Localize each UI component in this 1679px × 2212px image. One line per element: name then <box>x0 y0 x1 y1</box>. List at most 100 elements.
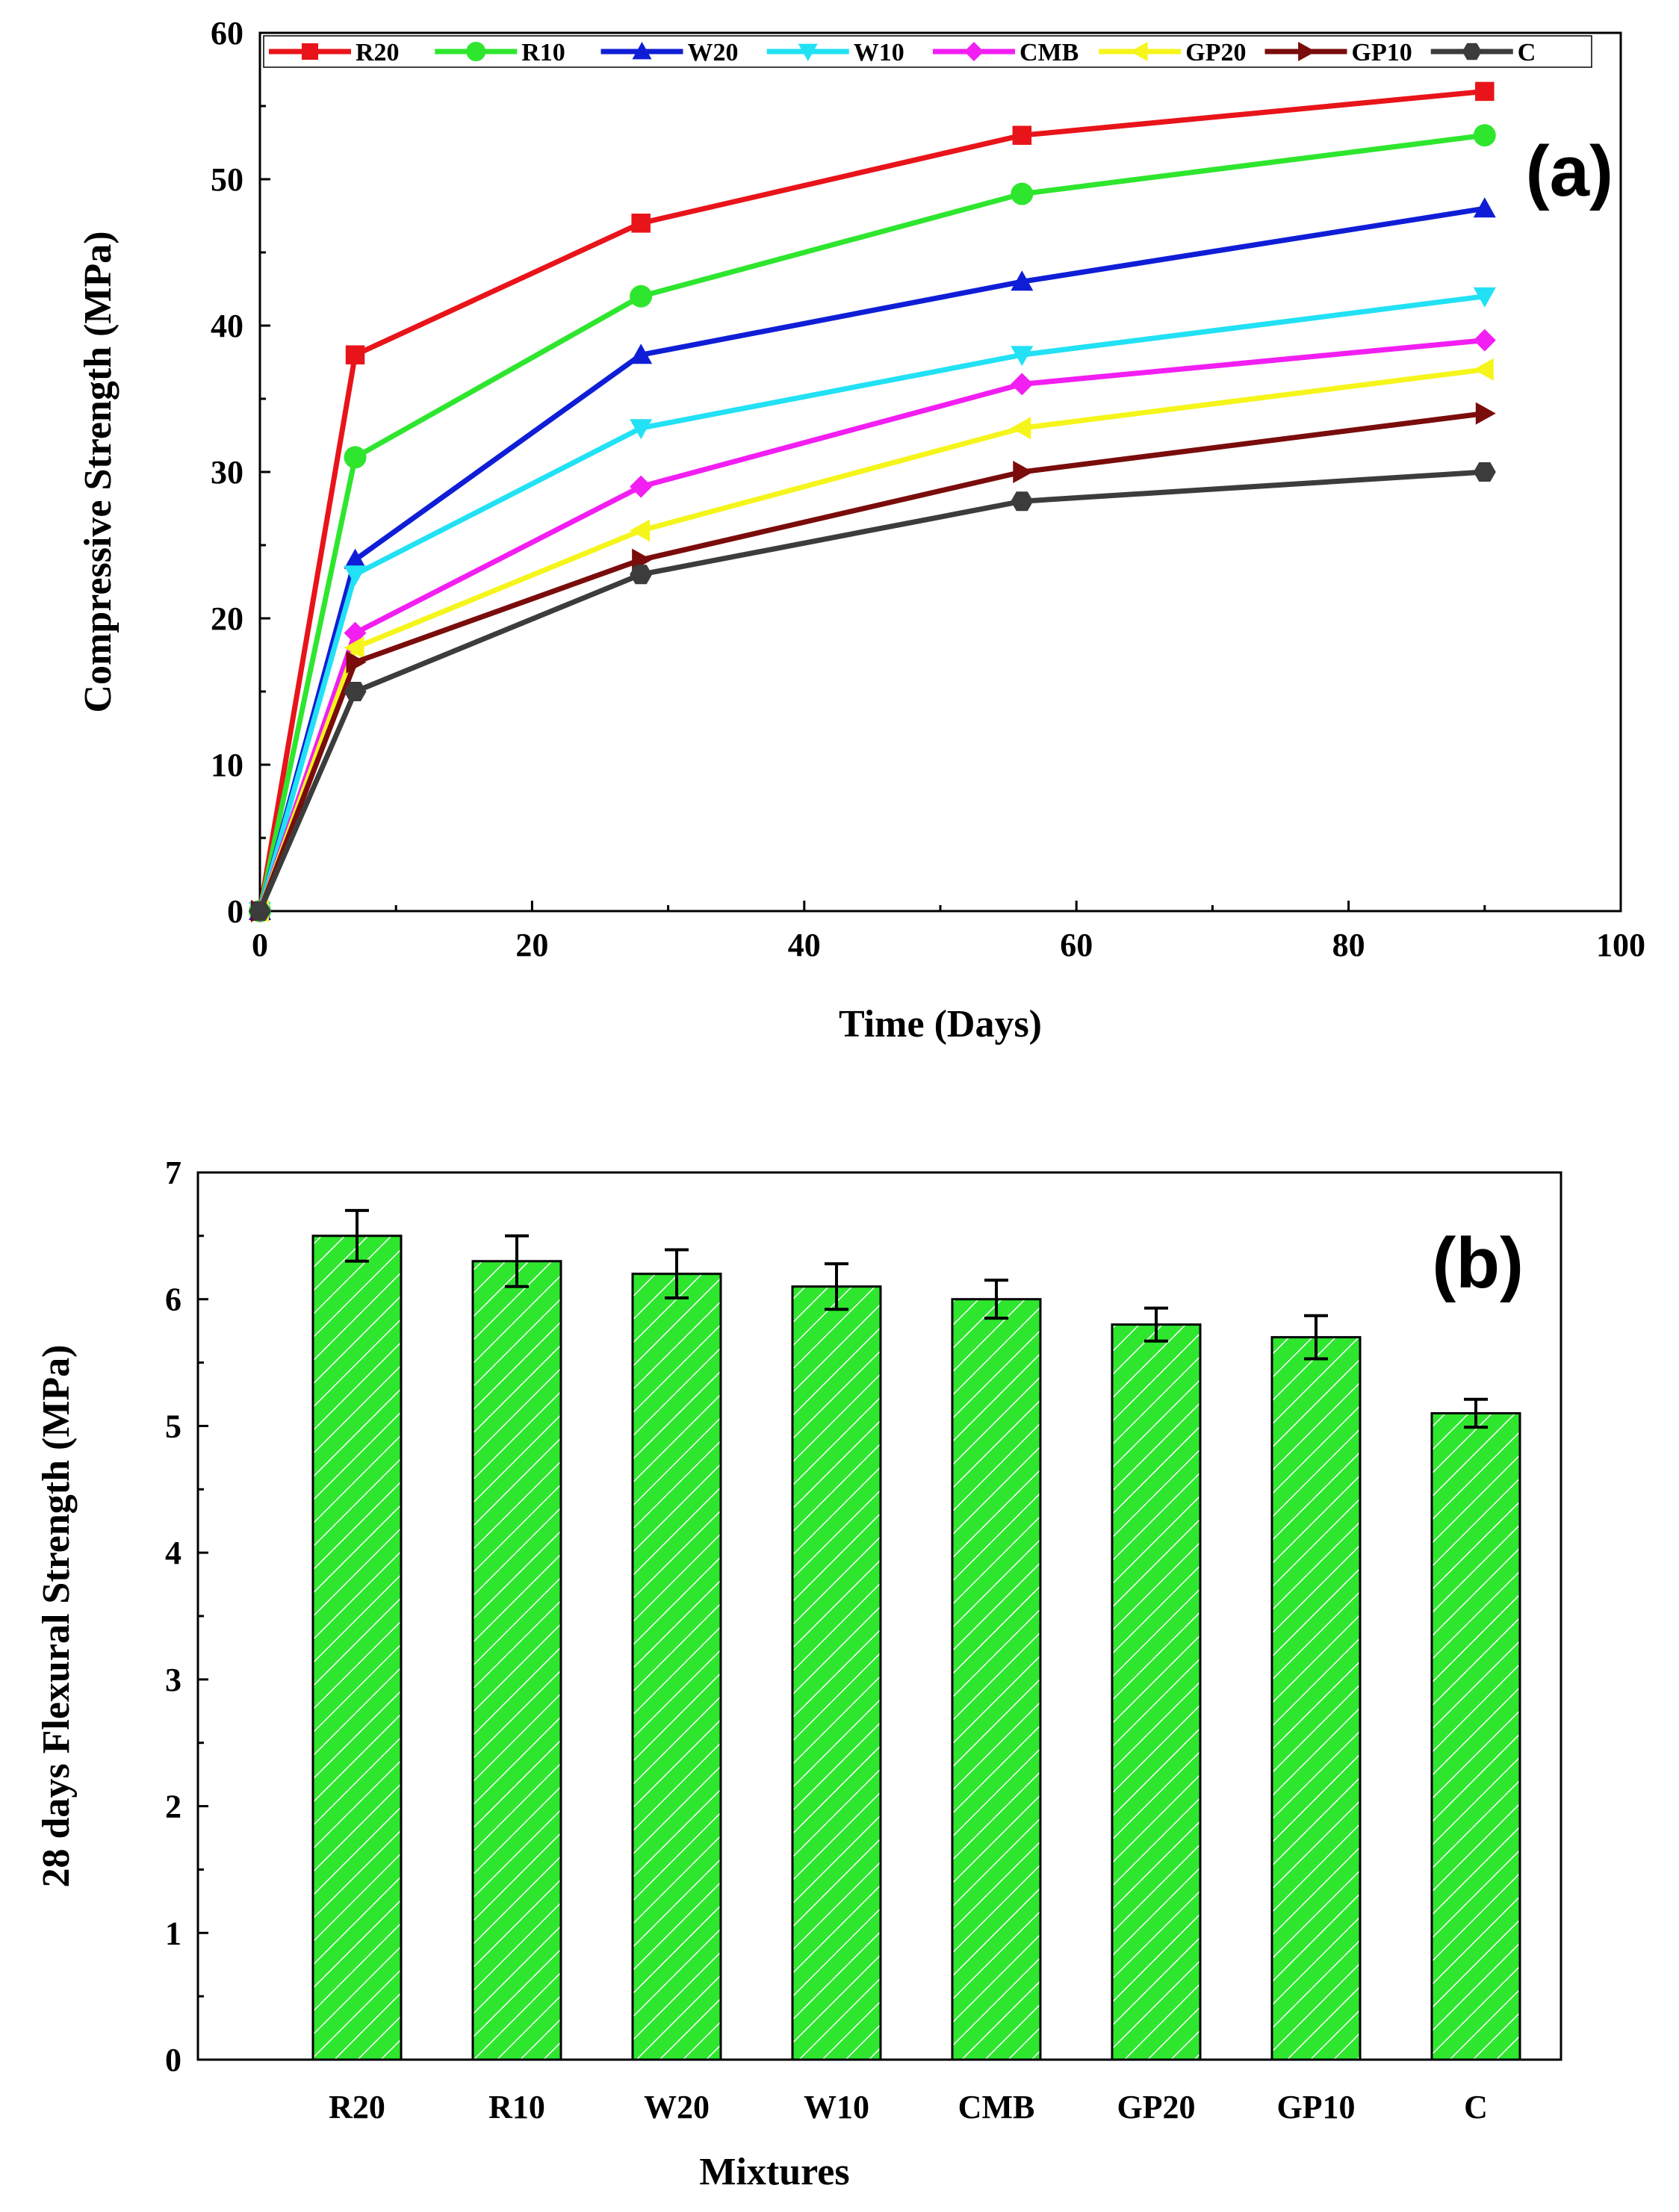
legend-marker <box>632 42 652 60</box>
y-tick-label: 5 <box>165 1408 181 1444</box>
data-point <box>1473 358 1494 381</box>
x-tick-label: W20 <box>644 2089 710 2125</box>
legend-marker <box>1130 42 1148 61</box>
axis-ticks: 0 20 40 60 80 100 0 10 20 30 40 50 60 <box>211 15 1645 963</box>
series-line <box>257 132 1486 912</box>
legend-label: GP10 <box>1352 39 1412 66</box>
x-tick-label: 20 <box>515 927 548 963</box>
series-w20 <box>249 197 1496 920</box>
data-point <box>630 475 653 498</box>
y-tick-label: 6 <box>165 1281 181 1318</box>
bars-group <box>311 1208 1521 2061</box>
x-tick-label: R10 <box>488 2089 545 2125</box>
legend-label: W10 <box>854 39 904 66</box>
data-point <box>344 682 367 701</box>
x-tick-label: GP20 <box>1117 2089 1195 2125</box>
legend-label: R20 <box>356 39 400 66</box>
legend-label: C <box>1518 39 1536 66</box>
x-tick-label: C <box>1464 2089 1488 2125</box>
data-point <box>346 650 367 674</box>
axis-ticks: 0 1 2 3 4 5 6 7 R20 R10 W20 W10 CMB GP20 GP10 C <box>165 1155 1488 2125</box>
y-tick-label: 2 <box>165 1789 181 1825</box>
data-point <box>1473 329 1496 352</box>
bar <box>471 1260 562 2061</box>
bar-w10 <box>791 1262 882 2061</box>
bar-gp20 <box>1111 1306 1202 2061</box>
data-point <box>630 519 651 542</box>
data-point <box>344 565 367 586</box>
x-tick-label: 60 <box>1060 927 1093 963</box>
y-tick-label: 40 <box>211 308 243 344</box>
series-r10 <box>249 124 1496 922</box>
bar-c <box>1430 1397 1521 2061</box>
x-tick-label: 80 <box>1332 927 1365 963</box>
x-tick-label: GP10 <box>1276 2089 1355 2125</box>
data-point <box>1011 182 1034 205</box>
data-point <box>1011 417 1031 440</box>
y-tick-label: 50 <box>211 161 243 198</box>
flexural-strength-chart: 0 1 2 3 4 5 6 7 R20 R10 W20 W10 CMB GP20 GP10 C Mixture… <box>35 1155 1562 2193</box>
bar-r20 <box>311 1208 403 2061</box>
data-point <box>1473 462 1496 482</box>
bar <box>1430 1411 1521 2061</box>
bar <box>791 1285 882 2061</box>
legend-marker <box>301 43 319 60</box>
data-point <box>1473 124 1496 147</box>
series-gp20 <box>249 358 1494 922</box>
bar <box>1270 1336 1362 2061</box>
y-tick-label: 20 <box>211 600 243 637</box>
series-gp10 <box>251 402 1496 922</box>
series-line <box>257 411 1486 913</box>
panel-label-b: (b) <box>1432 1223 1524 1303</box>
legend-marker <box>1462 43 1482 60</box>
data-point <box>1473 287 1496 308</box>
data-point <box>249 901 271 921</box>
series-line <box>257 88 1486 912</box>
series-line <box>257 293 1486 912</box>
data-point <box>1012 125 1032 145</box>
y-tick-label: 10 <box>211 747 243 783</box>
bar <box>1111 1323 1202 2061</box>
data-point <box>1013 461 1034 483</box>
x-axis-title: Mixtures <box>699 2151 849 2193</box>
legend: R20 R10 W20 W10 CMB GP20 GP10 C <box>263 35 1592 68</box>
legend-label: W20 <box>688 39 739 66</box>
panel-label-a: (a) <box>1526 131 1613 211</box>
bar <box>631 1273 722 2061</box>
data-point <box>1011 491 1034 512</box>
compressive-strength-chart: 0 20 40 60 80 100 0 10 20 30 40 50 60 R20 R10 W20 W10 CM… <box>77 15 1645 1046</box>
x-tick-label: 0 <box>252 927 268 963</box>
data-point <box>1011 270 1034 291</box>
bar <box>951 1298 1042 2061</box>
y-axis-title: 28 days Flexural Strength (MPa) <box>35 1345 78 1888</box>
bar-w20 <box>631 1248 722 2061</box>
data-point <box>630 419 653 440</box>
x-axis-title: Time (Days) <box>839 1003 1042 1046</box>
y-tick-label: 1 <box>165 1915 181 1951</box>
x-tick-label: 40 <box>788 927 821 963</box>
plot-frame <box>258 31 1622 913</box>
y-tick-label: 60 <box>211 15 243 52</box>
series-cmb <box>249 329 1496 922</box>
legend-label: R10 <box>521 39 565 66</box>
legend-marker <box>466 42 486 61</box>
data-point <box>1011 346 1034 367</box>
data-point <box>344 446 367 469</box>
data-point <box>1473 197 1496 218</box>
series-line <box>257 367 1486 913</box>
data-point <box>1475 402 1496 425</box>
data-point <box>630 285 653 308</box>
series-line <box>257 469 1486 913</box>
bar <box>311 1234 403 2061</box>
series-w10 <box>249 287 1496 922</box>
bar-cmb <box>951 1279 1042 2061</box>
legend-marker <box>964 42 984 61</box>
x-tick-label: W10 <box>804 2089 869 2125</box>
y-tick-label: 4 <box>165 1535 181 1571</box>
data-point <box>344 636 364 659</box>
data-point <box>630 565 653 585</box>
data-point <box>630 344 653 364</box>
bar-gp10 <box>1270 1314 1362 2061</box>
y-tick-label: 0 <box>165 2042 181 2078</box>
